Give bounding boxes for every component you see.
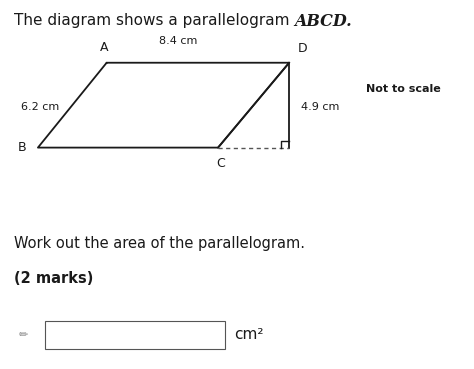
Text: The diagram shows a parallelogram: The diagram shows a parallelogram [14, 13, 295, 28]
Text: 8.4 cm: 8.4 cm [159, 36, 197, 46]
Text: D: D [298, 42, 307, 55]
Bar [45, 321, 225, 349]
Text: cm²: cm² [234, 327, 263, 342]
Text: (2 marks): (2 marks) [14, 271, 93, 286]
Text: C: C [216, 157, 225, 170]
Text: ✏: ✏ [19, 330, 28, 340]
Text: 6.2 cm: 6.2 cm [21, 102, 60, 112]
Text: 4.9 cm: 4.9 cm [301, 102, 339, 112]
Text: A: A [100, 41, 109, 54]
Text: B: B [18, 141, 26, 154]
Text: ABCD.: ABCD. [295, 13, 352, 30]
Text: Work out the area of the parallelogram.: Work out the area of the parallelogram. [14, 236, 305, 251]
Text: Not to scale: Not to scale [365, 83, 440, 94]
